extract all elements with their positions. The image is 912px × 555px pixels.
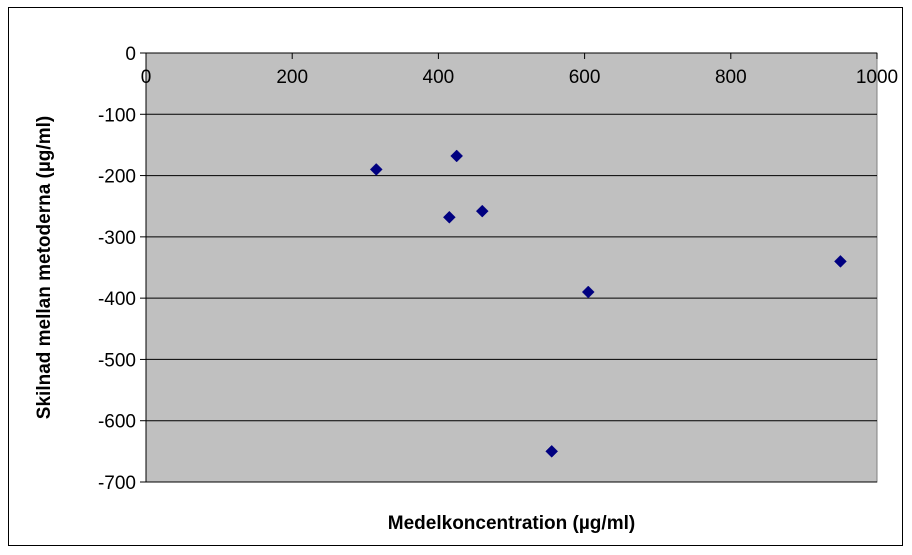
y-axis-ticks: 0 -100 -200 -300 -400 -500 -600 -700 bbox=[98, 44, 146, 494]
data-point bbox=[450, 149, 464, 163]
data-point bbox=[581, 285, 595, 299]
data-points bbox=[369, 149, 847, 458]
y-tick-label: -700 bbox=[98, 473, 136, 494]
x-tick-label: 400 bbox=[423, 67, 455, 88]
data-point bbox=[443, 210, 456, 224]
x-axis-ticks: 0 200 400 600 800 1000 bbox=[141, 53, 898, 88]
x-tick-label: 600 bbox=[569, 67, 601, 88]
data-point bbox=[369, 163, 383, 176]
y-tick-label: -300 bbox=[98, 228, 136, 249]
y-tick-label: -400 bbox=[98, 289, 136, 310]
y-tick-label: -600 bbox=[98, 412, 136, 433]
x-tick-label: 800 bbox=[715, 67, 747, 88]
plot-area bbox=[145, 52, 878, 483]
x-axis-title: Medelkoncentration (µg/ml) bbox=[388, 513, 635, 534]
y-tick-label: 0 bbox=[125, 44, 136, 65]
y-axis-title: Skilnad mellan metoderna (µg/ml) bbox=[34, 116, 55, 419]
scatter-chart: 0-100-200-300-400-500-600-700 0 200 400 600… bbox=[34, 44, 898, 534]
x-tick-label: 200 bbox=[276, 67, 308, 88]
y-tick-label: -100 bbox=[98, 105, 136, 126]
chart-area: 0 -100 -200 -300 -400 -500 -600 -700 0 200 400 600… bbox=[8, 7, 903, 546]
y-tick-label: -500 bbox=[98, 350, 136, 371]
gridlines bbox=[146, 52, 877, 483]
x-tick-label: 1000 bbox=[856, 67, 898, 88]
data-point bbox=[475, 204, 489, 218]
x-tick-label: 0 bbox=[141, 67, 152, 88]
y-tick-label: -200 bbox=[98, 167, 136, 188]
data-point bbox=[545, 445, 559, 458]
data-point bbox=[834, 255, 847, 268]
